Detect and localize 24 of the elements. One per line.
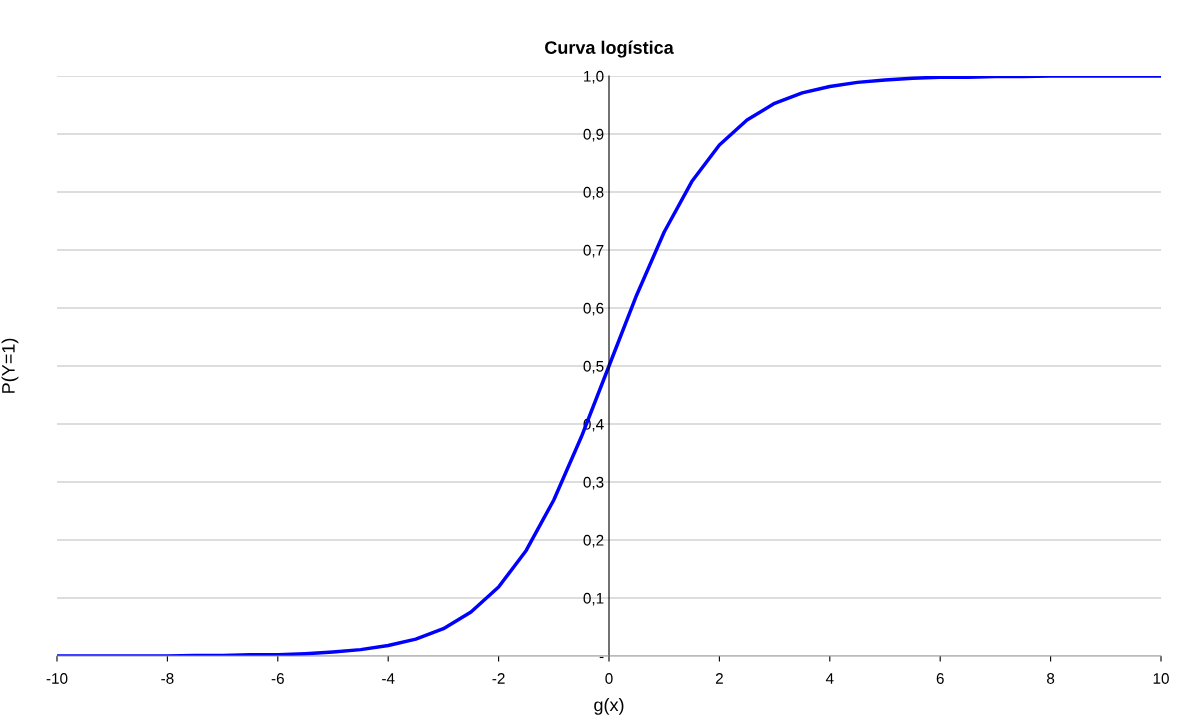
y-axis-title: P(Y=1) <box>1 338 19 393</box>
y-tick-label: - <box>599 656 604 659</box>
y-tick-label: 0,8 <box>583 186 604 200</box>
x-tick-label: 8 <box>1047 673 1055 684</box>
y-tick-label: 0,3 <box>583 476 604 490</box>
y-tick-label: 0,1 <box>583 592 604 606</box>
x-axis-title: g(x) <box>594 698 624 715</box>
x-tick-label: -10 <box>46 673 68 684</box>
x-tick-label: 10 <box>1153 673 1169 684</box>
x-tick-label: 2 <box>715 673 723 684</box>
x-tick-label: -8 <box>161 673 174 684</box>
y-tick-label: 0,2 <box>583 534 604 548</box>
y-tick-label: 0,5 <box>583 360 604 374</box>
y-tick-label: 1,0 <box>584 70 604 84</box>
x-tick-label: -2 <box>492 673 505 684</box>
x-tick-label: -6 <box>271 673 284 684</box>
y-tick-label: 0,9 <box>583 128 604 142</box>
x-tick-label: 6 <box>936 673 944 684</box>
x-tick-label: 4 <box>825 673 834 684</box>
chart-title: Curva logística <box>545 40 674 58</box>
x-tick-label: 0 <box>605 673 613 684</box>
y-tick-label: 0,7 <box>583 244 604 258</box>
x-tick-label: -4 <box>382 673 395 684</box>
y-tick-label: 0,6 <box>583 302 604 316</box>
